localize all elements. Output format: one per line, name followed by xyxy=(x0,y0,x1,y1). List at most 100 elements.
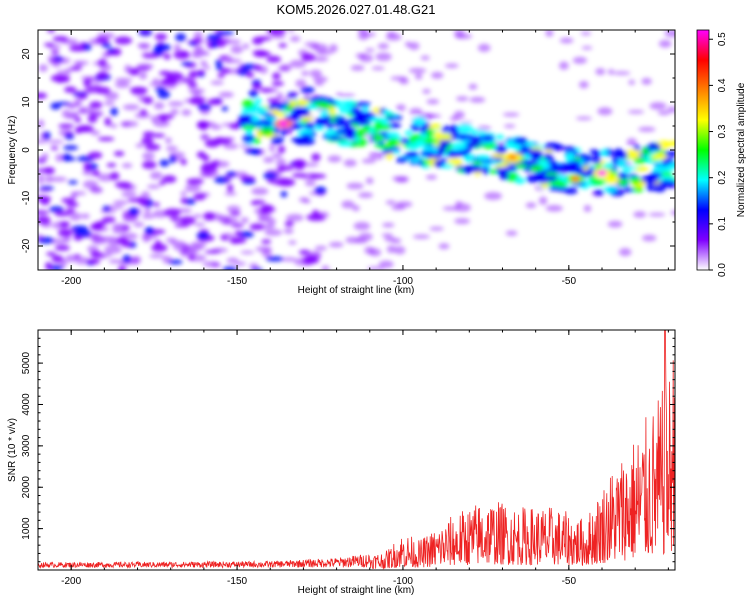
heatmap-cell xyxy=(88,151,103,159)
heatmap-cell xyxy=(352,205,360,212)
heatmap-cell xyxy=(217,72,225,78)
heatmap-cell xyxy=(472,160,482,166)
heatmap-cell xyxy=(660,182,668,188)
heatmap-cell xyxy=(254,98,262,105)
heatmap-cell xyxy=(157,90,170,99)
heatmap-cell xyxy=(245,148,262,155)
heatmap-cell xyxy=(288,115,301,121)
heatmap-cell xyxy=(106,163,117,168)
heatmap-cell xyxy=(551,144,564,151)
heatmap-cell xyxy=(504,142,518,148)
heatmap-cell xyxy=(242,178,256,185)
heatmap-cell xyxy=(514,177,526,184)
heatmap-cell xyxy=(394,115,403,121)
heatmap-cell xyxy=(38,178,44,185)
heatmap-cell xyxy=(196,231,210,240)
heatmap-cell xyxy=(98,58,107,67)
heatmap-cell xyxy=(170,240,185,246)
heatmap-cell xyxy=(91,224,104,229)
y-tick-label: 0 xyxy=(21,147,32,153)
heatmap-cell xyxy=(135,143,145,148)
heatmap-cell xyxy=(211,247,228,253)
heatmap-cell xyxy=(142,234,151,243)
colorbar: 0.0 0.1 0.2 0.3 0.4 0.5 Normalized spectral a… xyxy=(696,29,747,277)
heatmap-cell xyxy=(221,106,229,112)
heatmap-cell xyxy=(504,124,516,128)
heatmap-cell xyxy=(101,51,111,59)
heatmap-cell xyxy=(63,235,72,243)
heatmap-cell xyxy=(431,71,444,79)
heatmap-cell xyxy=(423,137,438,145)
heatmap-cell xyxy=(51,50,60,55)
heatmap-cell xyxy=(391,238,402,244)
heatmap-cell xyxy=(64,86,77,93)
heatmap-cell xyxy=(68,180,78,185)
heatmap-cell xyxy=(216,65,224,71)
heatmap-cell xyxy=(91,233,103,243)
heatmap-cell xyxy=(58,124,73,128)
heatmap-cell xyxy=(142,161,157,169)
heatmap-cell xyxy=(196,151,206,159)
heatmap-cell xyxy=(207,98,223,106)
heatmap-cell xyxy=(408,68,427,74)
heatmap-cell xyxy=(298,197,309,203)
heatmap-cell xyxy=(154,33,168,41)
heatmap-cell xyxy=(618,172,628,180)
heatmap-cell xyxy=(164,81,177,90)
heatmap-cell xyxy=(422,145,434,152)
heatmap-cell xyxy=(634,166,650,172)
heatmap-cell xyxy=(633,157,647,164)
heatmap-cell xyxy=(104,245,122,254)
heatmap-cell xyxy=(65,208,75,214)
heatmap-cell xyxy=(289,59,307,68)
heatmap-cell xyxy=(259,126,274,136)
heatmap-cell xyxy=(216,136,224,143)
heatmap-cell xyxy=(287,30,295,33)
heatmap-cell xyxy=(38,234,44,242)
heatmap-cell xyxy=(641,147,650,156)
heatmap-cell xyxy=(334,129,349,135)
heatmap-cell xyxy=(97,136,115,142)
heatmap-cell xyxy=(113,200,129,205)
heatmap-cell xyxy=(469,96,486,103)
heatmap-cell xyxy=(87,114,98,123)
heatmap-cell xyxy=(143,54,160,59)
heatmap-cell xyxy=(272,153,282,159)
heatmap-cell xyxy=(221,122,240,127)
heatmap-cell xyxy=(304,180,316,187)
heatmap-cell xyxy=(250,121,265,126)
heatmap-cell xyxy=(545,205,563,212)
heatmap-cell xyxy=(328,107,336,116)
heatmap-cell xyxy=(607,220,623,228)
heatmap-cell xyxy=(378,260,394,269)
heatmap-cell xyxy=(74,98,83,103)
heatmap-cell xyxy=(476,125,492,132)
heatmap-cell xyxy=(395,157,408,163)
heatmap-cell xyxy=(438,133,453,141)
heatmap-cell xyxy=(147,184,161,189)
heatmap-cell xyxy=(638,126,656,132)
heatmap-cell xyxy=(399,138,411,144)
heatmap-cell xyxy=(288,161,306,169)
heatmap-cell xyxy=(573,157,582,162)
x-tick-label: -50 xyxy=(562,576,577,587)
x-tick-label: -50 xyxy=(562,276,577,287)
heatmap-cell xyxy=(181,243,190,251)
heatmap-cell xyxy=(261,206,277,214)
heatmap-cell xyxy=(165,137,172,144)
heatmap-cell xyxy=(64,131,74,137)
heatmap-cell xyxy=(409,108,423,116)
heatmap-cell xyxy=(184,183,201,193)
snr-y-ticks: 1000 2000 3000 4000 5000 xyxy=(21,329,675,563)
heatmap-cell xyxy=(153,119,170,128)
heatmap-cell xyxy=(272,72,281,80)
heatmap-cell xyxy=(241,63,259,70)
heatmap-cell xyxy=(165,145,178,152)
heatmap-cell xyxy=(162,175,177,184)
heatmap-cell xyxy=(301,55,308,60)
snr-y-label: SNR (10 * v/v) xyxy=(7,418,18,482)
heatmap-cell xyxy=(276,165,294,171)
heatmap-cell xyxy=(151,243,168,252)
heatmap-cell xyxy=(346,182,364,190)
